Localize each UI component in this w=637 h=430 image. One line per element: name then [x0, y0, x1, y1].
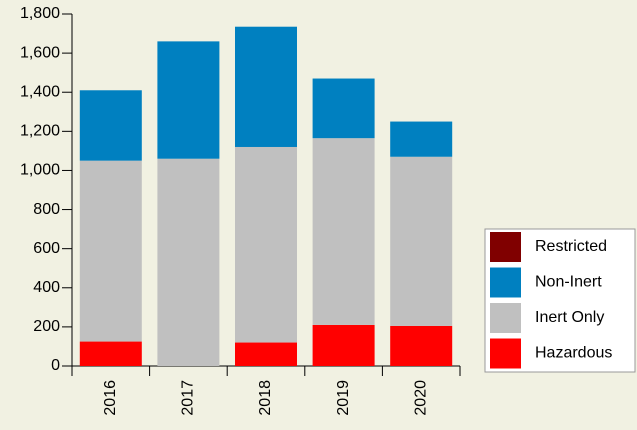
bar-segment: [79, 160, 142, 342]
bar-segment: [390, 156, 453, 326]
bar-segment: [79, 90, 142, 161]
legend-label: Non-Inert: [535, 274, 602, 291]
bar-segment: [390, 121, 453, 157]
legend-swatch: [490, 338, 521, 369]
y-tick-label: 1,600: [20, 44, 60, 61]
legend-swatch: [490, 267, 521, 298]
legend-label: Hazardous: [535, 345, 612, 362]
x-tick-label: 2019: [335, 380, 352, 416]
bar-segment: [235, 146, 297, 343]
y-tick-label: 400: [33, 279, 60, 296]
bar-segment: [312, 138, 375, 325]
legend-label: Restricted: [535, 238, 607, 255]
y-tick-label: 1,000: [20, 162, 60, 179]
bar-segment: [312, 324, 375, 366]
bar-segment: [157, 158, 220, 366]
legend-swatch: [490, 303, 521, 333]
y-tick-label: 1,800: [20, 5, 60, 22]
bar-segment: [235, 26, 297, 147]
bar-segment: [235, 342, 297, 366]
legend-label: Inert Only: [535, 309, 604, 326]
y-tick-label: 0: [51, 357, 60, 374]
x-tick-label: 2018: [257, 380, 274, 416]
bar-segment: [390, 325, 453, 366]
bar-segment: [157, 41, 220, 159]
x-tick-label: 2020: [412, 380, 429, 416]
y-tick-label: 1,400: [20, 83, 60, 100]
legend-swatch: [490, 232, 521, 262]
y-tick-label: 800: [33, 201, 60, 218]
bar-segment: [79, 341, 142, 366]
x-tick-label: 2017: [180, 380, 197, 416]
y-tick-label: 200: [33, 318, 60, 335]
y-tick-label: 600: [33, 240, 60, 257]
y-tick-label: 1,200: [20, 123, 60, 140]
x-tick-label: 2016: [102, 380, 119, 416]
bar-segment: [312, 78, 375, 139]
